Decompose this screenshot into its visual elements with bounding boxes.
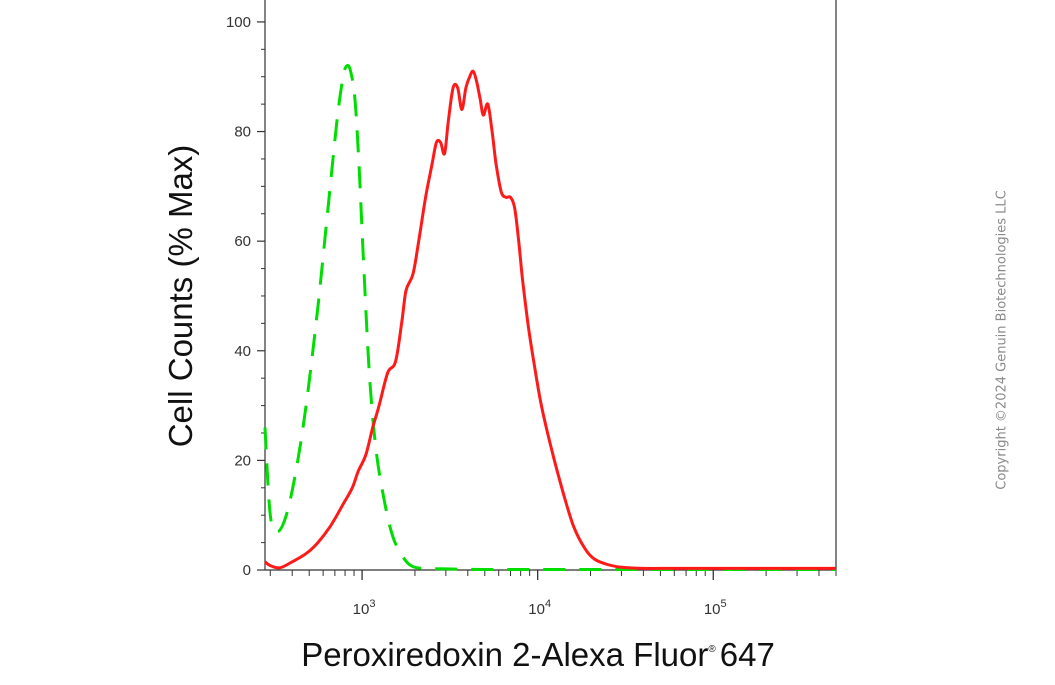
plot-frame bbox=[264, 0, 837, 571]
x-axis-title-registered: ® bbox=[708, 644, 716, 655]
x-tick-label: 103 bbox=[353, 598, 376, 618]
y-tick-label: 20 bbox=[234, 452, 251, 469]
y-tick-label: 100 bbox=[226, 14, 251, 31]
x-axis-title: Peroxiredoxin 2-Alexa Fluor® 647 bbox=[301, 636, 775, 673]
y-tick-label: 0 bbox=[243, 562, 251, 579]
x-axis-title-text: Peroxiredoxin 2-Alexa Fluor bbox=[301, 636, 708, 673]
y-tick-label: 40 bbox=[234, 343, 251, 360]
x-tick-label: 104 bbox=[528, 598, 551, 618]
series-line-2 bbox=[264, 69, 836, 570]
x-tick-label: 105 bbox=[704, 598, 727, 618]
y-tick-label: 60 bbox=[234, 233, 251, 250]
y-axis-title: Cell Counts (% Max) bbox=[162, 145, 199, 448]
y-axis: 0 20 40 60 80 100 bbox=[226, 14, 265, 579]
series-line-1 bbox=[263, 64, 836, 572]
x-axis-title-suffix: 647 bbox=[720, 636, 775, 673]
y-tick-label: 80 bbox=[234, 124, 251, 141]
copyright-text: Copyright ©2024 Genuin Biotechnologies L… bbox=[994, 190, 1010, 490]
x-axis: 103 104 105 bbox=[269, 570, 837, 618]
series-layer bbox=[263, 64, 836, 572]
